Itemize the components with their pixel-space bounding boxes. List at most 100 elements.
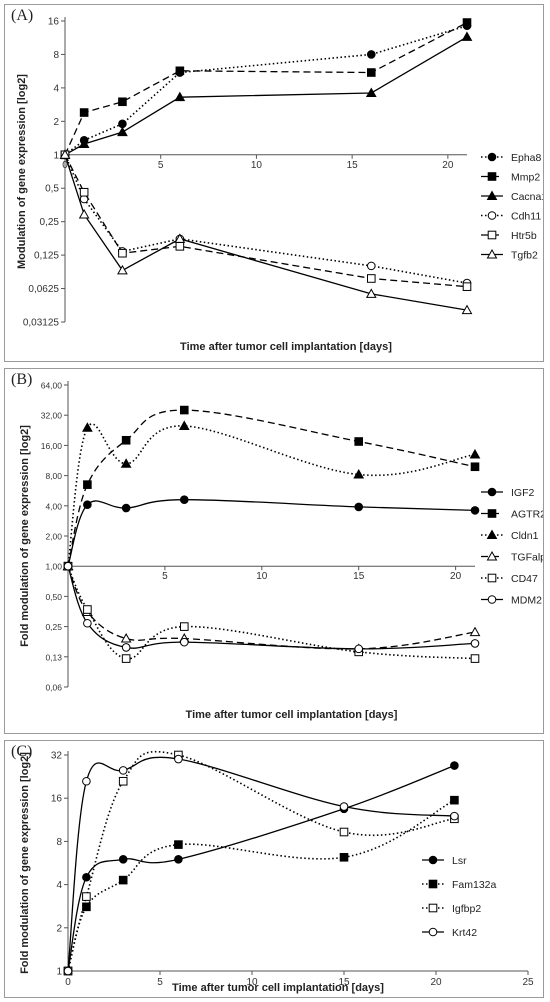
data-point-mdm2 bbox=[121, 643, 131, 652]
data-point-cldn1 bbox=[469, 448, 481, 459]
legend-swatch-marker bbox=[487, 172, 497, 181]
y-tick-label: 32 bbox=[51, 751, 63, 762]
y-tick-label: 0,03125 bbox=[23, 318, 60, 329]
data-point-htr5b bbox=[118, 248, 127, 258]
legend-swatch-marker bbox=[428, 855, 438, 865]
data-point-mdm2 bbox=[179, 637, 189, 647]
x-tick-label: 15 bbox=[338, 977, 350, 988]
data-point-cd47 bbox=[179, 622, 189, 631]
data-point-igf2 bbox=[121, 503, 131, 513]
legend-swatch-marker bbox=[487, 211, 497, 220]
y-tick-label: 2 bbox=[56, 923, 62, 934]
y-tick-label: 0,25 bbox=[40, 217, 60, 228]
x-tick-label: 10 bbox=[246, 977, 258, 988]
chart-a: 0,03125 0,0625 0,125 0,25 0,5 1 2 4 8 16 0 5 10 15 20 M… bbox=[16, 17, 543, 354]
y-tick-label: 0,13 bbox=[45, 652, 62, 662]
chart-c: 1 2 4 8 16 32 0 5 10 15 20 25 Fold modulation of gen… bbox=[19, 751, 534, 995]
chart-b: 0,06 0,13 0,25 0,50 1,00 2,00 4,00 8,00 16,00 32,… bbox=[19, 381, 543, 722]
y-tick-label: 0,06 bbox=[45, 683, 62, 693]
y-tick-label: 1 bbox=[53, 150, 59, 161]
data-point-fam132a bbox=[450, 795, 459, 805]
data-point-cacna1b bbox=[174, 91, 186, 102]
data-point-cldn1 bbox=[120, 458, 132, 468]
data-point-krt42 bbox=[63, 966, 73, 976]
data-point-epha8 bbox=[366, 50, 376, 59]
legend-label-tgfalpha: TGFalpha bbox=[511, 552, 543, 564]
data-point-agtr2 bbox=[121, 435, 131, 445]
data-point-fam132a bbox=[339, 852, 349, 862]
data-point-krt42 bbox=[339, 802, 349, 811]
series-line-agtr2 bbox=[67, 409, 476, 567]
y-tick-label: 1,00 bbox=[45, 562, 62, 572]
x-tick-label: 0 bbox=[62, 160, 68, 171]
x-axis-title: Time after tumor cell implantation [days… bbox=[172, 982, 384, 994]
legend-label-mdm2: MDM2 bbox=[511, 595, 542, 607]
data-point-fam132a bbox=[82, 902, 91, 912]
y-tick-label: 4 bbox=[56, 880, 62, 891]
data-point-tgfb2 bbox=[117, 264, 128, 275]
data-point-lsr bbox=[118, 855, 128, 864]
y-tick-label: 2,00 bbox=[45, 532, 62, 542]
data-point-mmp2 bbox=[118, 97, 127, 107]
data-point-mmp2 bbox=[175, 66, 185, 76]
data-point-htr5b bbox=[366, 274, 376, 283]
data-point-agtr2 bbox=[179, 405, 189, 415]
series-line-cldn1 bbox=[67, 423, 476, 567]
data-point-mdm2 bbox=[354, 644, 364, 654]
data-point-igf2 bbox=[354, 502, 364, 512]
legend-swatch-marker bbox=[486, 190, 498, 200]
legend-swatch-marker bbox=[487, 573, 497, 583]
y-axis-title: Modulation of gene expression [log2] bbox=[16, 74, 28, 269]
legend-swatch-marker bbox=[486, 529, 498, 539]
x-tick-label: 15 bbox=[353, 571, 365, 582]
data-point-agtr2 bbox=[83, 480, 92, 489]
data-point-mdm2 bbox=[63, 561, 73, 571]
series-line-htr5b bbox=[64, 154, 468, 288]
data-point-cacna1b bbox=[365, 87, 377, 97]
data-point-cacna1b bbox=[461, 31, 473, 41]
data-point-cd47 bbox=[83, 605, 92, 614]
data-point-tgfb2 bbox=[365, 288, 377, 298]
panel-b-label: (B) bbox=[11, 371, 33, 388]
x-axis-title: Time after tumor cell implantation [days… bbox=[180, 341, 392, 353]
legend-swatch-marker bbox=[428, 903, 438, 913]
data-point-krt42 bbox=[118, 766, 128, 775]
y-tick-label: 2 bbox=[53, 117, 59, 128]
legend-swatch-marker bbox=[487, 509, 497, 518]
y-tick-label: 8,00 bbox=[45, 471, 62, 481]
data-point-igf2 bbox=[83, 500, 92, 510]
data-point-tgfalpha bbox=[120, 633, 132, 643]
data-point-tgfb2 bbox=[78, 208, 90, 219]
y-axis-title: Fold modulation of gene expression [log2… bbox=[19, 752, 31, 974]
y-tick-label: 0,50 bbox=[45, 592, 62, 602]
y-tick-label: 8 bbox=[53, 50, 59, 61]
panel-a: 0,03125 0,0625 0,125 0,25 0,5 1 2 4 8 16 0 5 10 15 20 M… bbox=[4, 4, 544, 362]
data-point-igfbp2 bbox=[339, 827, 349, 837]
x-tick-label: 25 bbox=[522, 977, 534, 988]
data-point-cldn1 bbox=[178, 420, 190, 430]
y-tick-label: 0,5 bbox=[45, 184, 59, 195]
data-point-cacna1b bbox=[78, 138, 90, 149]
data-point-epha8 bbox=[118, 119, 127, 129]
series-line-cd47 bbox=[67, 565, 476, 660]
data-point-tgfb2 bbox=[461, 304, 473, 315]
panel-c: 1 2 4 8 16 32 0 5 10 15 20 25 Fold modulation of gen… bbox=[4, 740, 544, 998]
y-tick-label: 64,00 bbox=[41, 381, 63, 391]
data-point-lsr bbox=[174, 855, 183, 864]
panel-b: 0,06 0,13 0,25 0,50 1,00 2,00 4,00 8,00 16,00 32,… bbox=[4, 368, 544, 734]
data-point-igfbp2 bbox=[118, 776, 128, 786]
x-tick-label: 20 bbox=[442, 160, 454, 171]
series-line-mmp2 bbox=[64, 21, 468, 156]
x-tick-label: 20 bbox=[430, 977, 442, 988]
y-tick-label: 16 bbox=[48, 17, 60, 28]
series-line-mdm2 bbox=[67, 565, 476, 650]
legend-label-igf2: IGF2 bbox=[511, 487, 534, 499]
data-point-igf2 bbox=[179, 495, 189, 505]
data-point-mdm2 bbox=[470, 639, 480, 648]
y-tick-label: 4,00 bbox=[45, 501, 62, 511]
data-point-cldn1 bbox=[82, 422, 93, 432]
data-point-krt42 bbox=[82, 776, 91, 786]
data-point-fam132a bbox=[174, 840, 183, 849]
legend-label-tgfb2: Tgfb2 bbox=[511, 250, 538, 262]
y-tick-label: 16 bbox=[51, 794, 63, 805]
